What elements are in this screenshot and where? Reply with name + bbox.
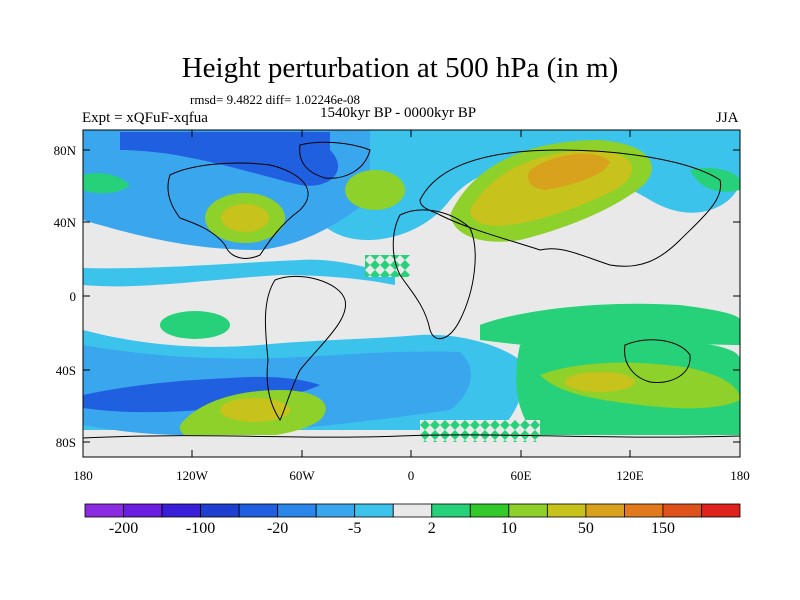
period-label: 1540kyr BP - 0000kyr BP [320,105,477,121]
colorbar-swatch [431,503,471,518]
southern-negative-core [83,376,320,413]
colorbar-swatch [277,503,317,518]
colorbar-swatch [354,503,394,518]
colorbar-swatch [238,503,279,518]
lon-tick-label: 180 [730,468,750,483]
africa-coast [392,209,476,340]
colorbar-swatch [315,503,356,518]
lat-tick-label: 0 [70,289,77,304]
lon-tick-label: 120W [176,468,209,483]
colorbar-swatch [200,503,240,518]
colorbar-label: -20 [267,520,288,537]
australia-coast [624,339,691,384]
antarctica-coast [83,434,740,439]
colorbar-label: 10 [501,520,517,537]
colorbar-labels: -200 -100 -20 -5 2 10 50 150 [109,520,675,537]
colorbar-swatch [123,503,163,518]
longitude-axis: 180 120W 60W 0 60E 120E 180 [73,130,750,483]
experiment-label: Expt = xQFuF-xqfua [82,110,208,126]
colorbar-swatch [662,503,702,518]
coastlines [83,141,740,439]
south-america-coast [264,276,346,421]
pacific-positive-patch [83,173,130,194]
latitude-axis: 80N 40N 0 40S 80S [54,143,740,450]
colorbar-swatch [84,503,124,518]
colorbar-swatch [546,503,587,518]
colorbar-label: 50 [578,520,594,537]
na-positive-core [221,204,269,232]
lon-tick-label: 60E [511,468,532,483]
colorbar-label: -100 [186,520,215,537]
antarctic-neutral [83,435,740,457]
eurasia-positive-core [528,153,610,190]
lat-tick-label: 40S [56,363,76,378]
indian-ocean-positive [480,303,740,348]
colorbar-label: -5 [348,520,361,537]
lon-tick-label: 120E [616,468,644,483]
colorbar-swatch [469,503,510,518]
colorbar-swatch [701,503,741,518]
map-title: Height perturbation at 500 hPa (in m) [181,52,619,84]
lat-tick-label: 80S [56,435,76,450]
colorbar-swatch [585,503,625,518]
lon-tick-label: 180 [73,468,93,483]
colorbar-label: 150 [651,520,675,537]
colorbar-label: 2 [428,520,436,537]
pacific-positive-tropics [160,311,230,339]
stats-text: rmsd= 9.4822 diff= 1.02246e-08 [190,92,361,107]
hatched-region-tropics [365,255,410,277]
contour-field [83,130,740,457]
lon-tick-label: 60W [289,468,315,483]
greenland-coast [299,141,371,179]
colorbar-swatch [392,503,433,518]
south-indian-positive-core [565,372,635,392]
east-asia-positive-patch [690,168,740,192]
colorbar-swatch [624,503,664,518]
colorbar [84,503,741,518]
lat-tick-label: 40N [54,215,77,230]
lon-tick-label: 0 [408,468,415,483]
tropical-negative-strip [83,259,395,287]
atlantic-positive [345,170,405,210]
arctic-strong-negative [120,132,339,186]
colorbar-swatch [508,503,548,518]
eurasia-coast [419,149,722,267]
season-label: JJA [716,110,739,126]
colorbar-label: -200 [109,520,138,537]
hatched-region-south [420,420,540,442]
south-pacific-positive-core [220,398,290,422]
colorbar-swatch [161,503,201,518]
lat-tick-label: 80N [54,143,77,158]
north-america-coast [167,162,309,259]
